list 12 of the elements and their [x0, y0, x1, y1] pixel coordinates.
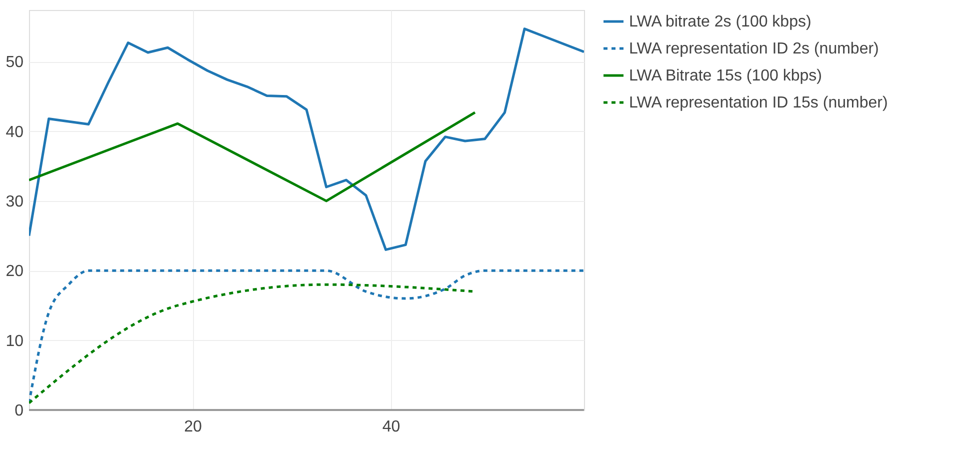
legend-label: LWA Bitrate 15s (100 kbps): [629, 68, 822, 84]
line-series: [29, 111, 476, 202]
legend-label: LWA representation ID 15s (number): [629, 94, 888, 112]
y-tick-label: 50: [6, 54, 24, 72]
legend-label: LWA representation ID 2s (number): [629, 40, 879, 58]
y-tick-label: 40: [6, 124, 24, 141]
y-tick-label: 10: [6, 332, 24, 350]
y-tick-label: 0: [14, 402, 24, 420]
legend-label: LWA bitrate 2s (100 kbps): [629, 14, 812, 30]
y-tick-label: 30: [6, 193, 24, 210]
y-tick-label: 20: [6, 263, 24, 280]
line-series: [29, 28, 584, 251]
